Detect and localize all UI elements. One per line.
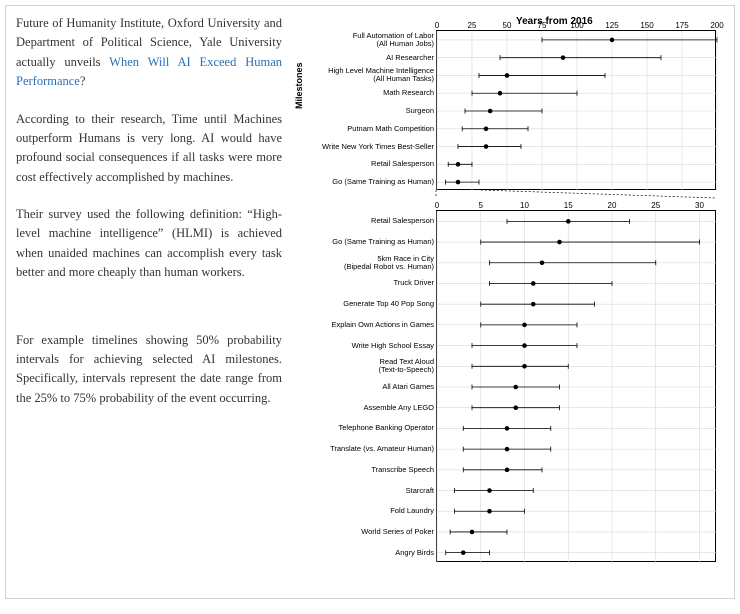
milestone-label: Starcraft [312, 487, 437, 495]
milestone-label: High Level Machine Intelligence (All Hum… [312, 68, 437, 84]
milestone-label: Assemble Any LEGO [312, 404, 437, 412]
svg-text:25: 25 [651, 201, 660, 210]
svg-text:5: 5 [479, 201, 484, 210]
milestone-label: Fold Laundry [312, 507, 437, 515]
milestone-label: 5km Race in City (Bipedal Robot vs. Huma… [312, 255, 437, 271]
milestone-label: Generate Top 40 Pop Song [312, 300, 437, 308]
svg-text:30: 30 [695, 201, 704, 210]
svg-text:200: 200 [710, 21, 724, 30]
svg-text:0: 0 [435, 21, 440, 30]
svg-text:10: 10 [520, 201, 529, 210]
svg-text:150: 150 [640, 21, 654, 30]
milestone-label: AI Researcher [312, 54, 437, 62]
svg-text:100: 100 [570, 21, 584, 30]
milestone-label: Angry Birds [312, 549, 437, 557]
milestone-label: Transcribe Speech [312, 466, 437, 474]
milestone-label: Read Text Aloud (Text-to-Speech) [312, 358, 437, 374]
svg-text:125: 125 [605, 21, 619, 30]
p1-tail: ? [80, 74, 86, 88]
milestone-label: Telephone Banking Operator [312, 424, 437, 432]
milestone-label: Retail Salesperson [312, 217, 437, 225]
chart-column: Years from 2016 Milestones Full Automati… [296, 14, 716, 590]
milestone-label: Explain Own Actions in Games [312, 321, 437, 329]
milestone-label: Surgeon [312, 107, 437, 115]
milestone-label: Putnam Math Competition [312, 125, 437, 133]
milestone-label: Go (Same Training as Human) [312, 238, 437, 246]
paragraph-2: According to their research, Time until … [16, 110, 282, 188]
paragraph-3: Their survey used the following definiti… [16, 205, 282, 283]
svg-text:75: 75 [538, 21, 547, 30]
chart-ylabel: Milestones [294, 62, 304, 109]
milestone-label: Translate (vs. Amateur Human) [312, 445, 437, 453]
milestone-label: Write High School Essay [312, 342, 437, 350]
milestone-label: Full Automation of Labor (All Human Jobs… [312, 32, 437, 48]
svg-text:20: 20 [608, 201, 617, 210]
milestone-label: World Series of Poker [312, 528, 437, 536]
paragraph-4: For example timelines showing 50% probab… [16, 331, 282, 409]
chart-panel-top: Full Automation of Labor (All Human Jobs… [436, 30, 716, 190]
svg-text:175: 175 [675, 21, 689, 30]
paragraph-1: Future of Humanity Institute, Oxford Uni… [16, 14, 282, 92]
milestone-label: All Atari Games [312, 383, 437, 391]
svg-text:25: 25 [468, 21, 477, 30]
milestone-label: Go (Same Training as Human) [312, 178, 437, 186]
svg-text:15: 15 [564, 201, 573, 210]
milestone-label: Math Research [312, 89, 437, 97]
chart-panel-bottom: Retail SalespersonGo (Same Training as H… [436, 210, 716, 562]
page-container: Future of Humanity Institute, Oxford Uni… [5, 5, 735, 599]
milestone-label: Write New York Times Best-Seller [312, 143, 437, 151]
svg-text:0: 0 [435, 201, 440, 210]
text-column: Future of Humanity Institute, Oxford Uni… [16, 14, 296, 590]
milestone-label: Retail Salesperson [312, 160, 437, 168]
svg-text:50: 50 [503, 21, 512, 30]
milestone-label: Truck Driver [312, 280, 437, 288]
